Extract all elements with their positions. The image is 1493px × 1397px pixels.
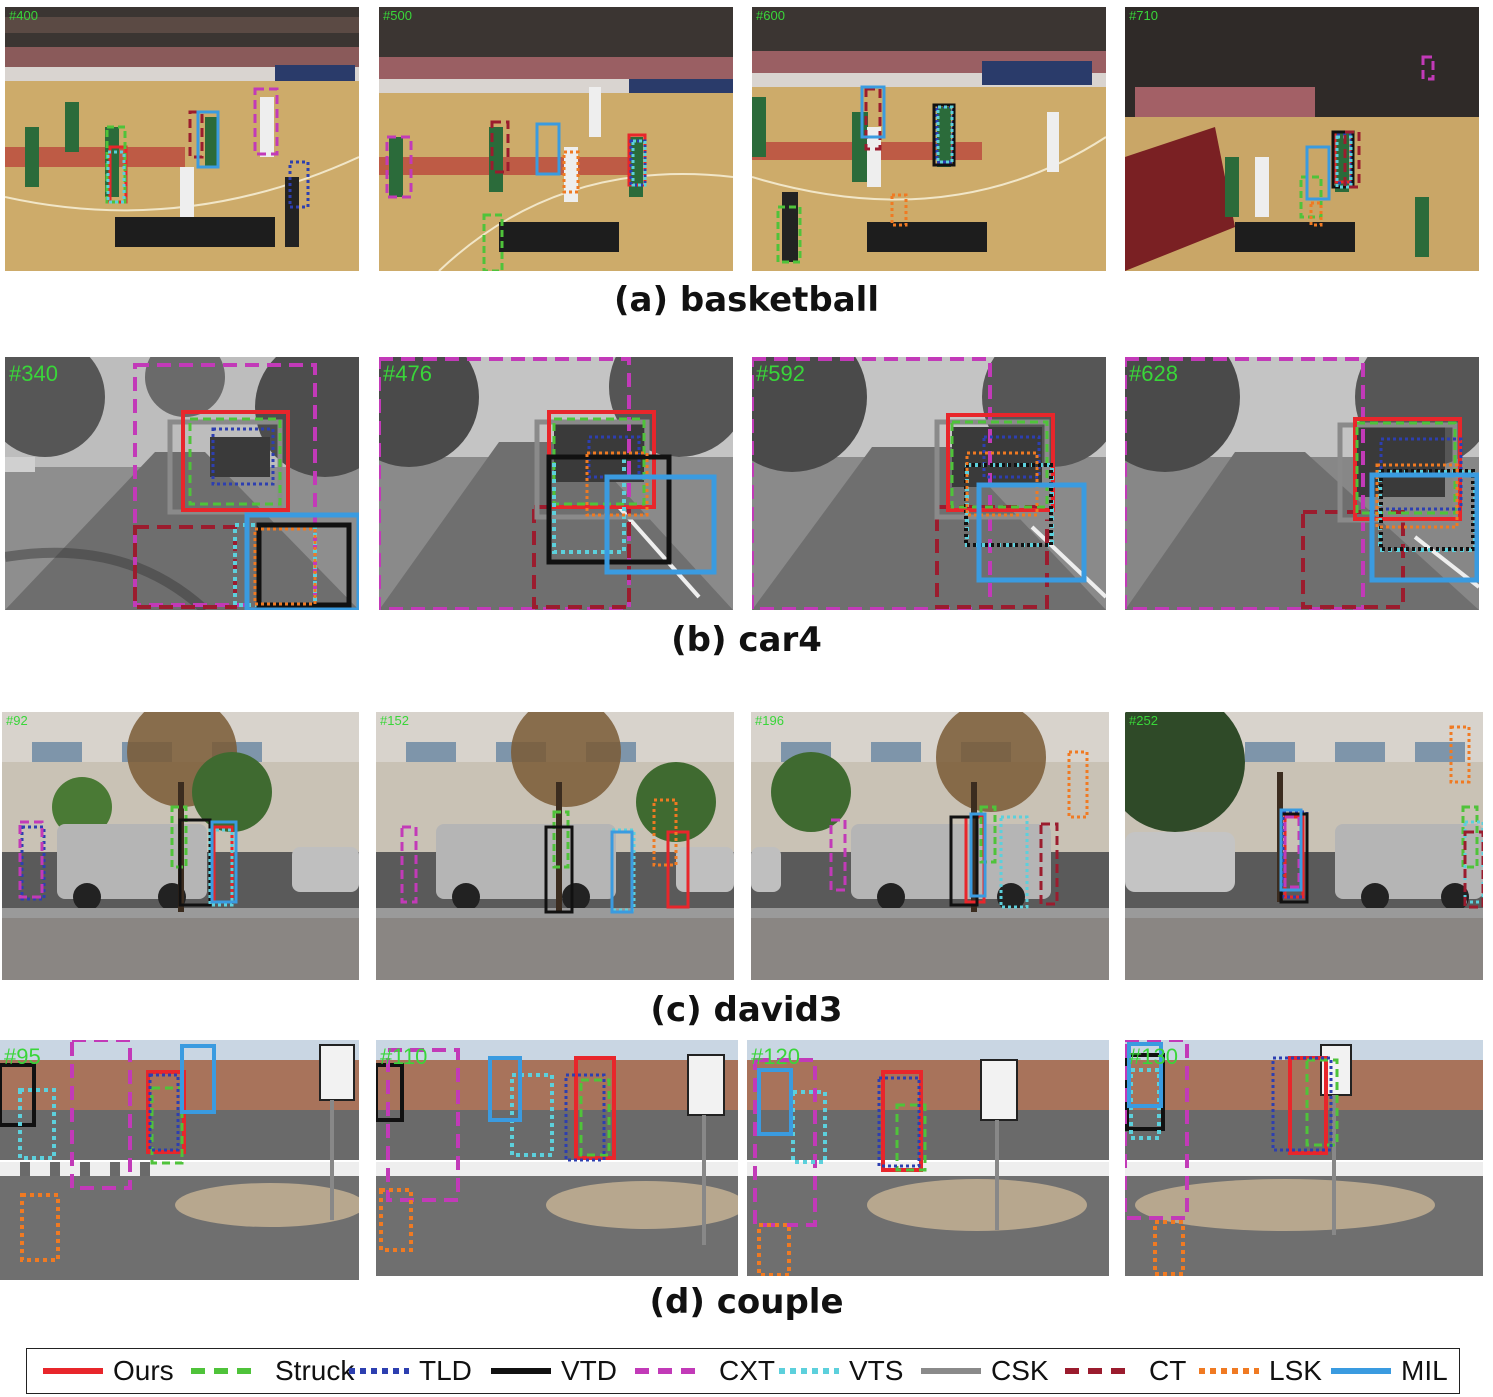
frame-couple-130: #130 — [1125, 1040, 1483, 1276]
frame-number: #92 — [6, 713, 28, 728]
tracker-boxes — [1125, 357, 1479, 610]
frame-david3-252: #252 — [1125, 712, 1483, 980]
legend-swatch — [191, 1368, 251, 1374]
tracker-boxes — [829, 750, 1089, 909]
legend-label: Ours — [113, 1355, 174, 1386]
tracker-boxes — [1125, 1040, 1339, 1276]
legend-entry-ct: CT — [1063, 1349, 1186, 1393]
tracker-boxes — [105, 87, 310, 209]
legend-label: MIL — [1401, 1355, 1448, 1386]
tracker-boxes — [1279, 725, 1483, 909]
frame-number: #592 — [756, 361, 805, 386]
legend-entry-csk: CSK — [919, 1349, 1049, 1393]
road-scene — [1125, 357, 1479, 610]
legend-entry-lsk: LSK — [1197, 1349, 1322, 1393]
caption-car4: (b) car4 — [671, 620, 822, 660]
legend-swatch — [1331, 1368, 1391, 1374]
frame-couple-120: #120 — [747, 1040, 1109, 1276]
road-scene — [379, 357, 733, 610]
legend-swatch — [349, 1368, 409, 1374]
tracker-boxes — [379, 357, 717, 610]
tracker-boxes — [1299, 55, 1435, 227]
frame-number: #120 — [751, 1044, 800, 1069]
frame-number: #400 — [9, 8, 38, 23]
legend-swatch — [43, 1368, 103, 1374]
street-scene — [1125, 712, 1483, 980]
tracker-boxes — [753, 1058, 927, 1276]
frame-david3-196: #196 — [751, 712, 1109, 980]
caption-basketball: (a) basketball — [614, 280, 879, 320]
legend-label: CSK — [991, 1355, 1049, 1386]
frame-david3-92: #92 — [2, 712, 359, 980]
frame-number: #196 — [755, 713, 784, 728]
frame-number: #476 — [383, 361, 432, 386]
frame-number: #710 — [1129, 8, 1158, 23]
street-scene — [2, 712, 359, 980]
legend-label: CT — [1149, 1355, 1187, 1386]
frame-basketball-400: #400 — [5, 7, 359, 271]
frame-couple-95: #95 — [0, 1040, 359, 1280]
frame-basketball-500: #500 — [379, 7, 733, 271]
legend-entry-mil: MIL — [1329, 1349, 1448, 1393]
frame-number: #500 — [383, 8, 412, 23]
tracker-boxes — [133, 363, 359, 610]
tracker-boxes — [752, 357, 1087, 610]
frame-car4-340: #340 — [5, 357, 359, 610]
tracker-boxes — [776, 85, 956, 264]
legend-swatch — [921, 1368, 981, 1374]
tracker-boxes — [385, 120, 647, 271]
frame-number: #95 — [4, 1044, 41, 1069]
frame-car4-628: #628 — [1125, 357, 1479, 610]
crosswalk-scene — [376, 1040, 738, 1276]
tracker-boxes — [400, 798, 690, 914]
legend-swatch — [1199, 1368, 1259, 1374]
legend-entry-vts: VTS — [777, 1349, 903, 1393]
basketball-scene — [752, 7, 1106, 271]
street-scene — [376, 712, 734, 980]
legend-swatch — [635, 1368, 695, 1374]
frame-number: #130 — [1129, 1044, 1178, 1069]
crosswalk-scene — [0, 1040, 359, 1280]
legend-label: LSK — [1269, 1355, 1322, 1386]
caption-david3: (c) david3 — [650, 990, 843, 1030]
tracker-legend: Ours Struck TLD VTD CXT VTS CSK CT LSK M… — [26, 1348, 1460, 1394]
basketball-scene — [5, 7, 359, 271]
frame-number: #252 — [1129, 713, 1158, 728]
legend-label: CXT — [719, 1355, 775, 1386]
frame-number: #340 — [9, 361, 58, 386]
legend-label: TLD — [419, 1355, 472, 1386]
tracker-boxes — [376, 1048, 616, 1252]
frame-couple-110: #110 — [376, 1040, 738, 1276]
legend-swatch — [1065, 1368, 1125, 1374]
frame-basketball-710: #710 — [1125, 7, 1479, 271]
frame-number: #152 — [380, 713, 409, 728]
frame-basketball-600: #600 — [752, 7, 1106, 271]
legend-swatch — [779, 1368, 839, 1374]
tracker-boxes — [18, 805, 238, 907]
legend-label: VTD — [561, 1355, 617, 1386]
legend-label: Struck — [275, 1355, 355, 1386]
legend-label: VTS — [849, 1355, 904, 1386]
frame-number: #110 — [380, 1044, 428, 1069]
frame-david3-152: #152 — [376, 712, 734, 980]
legend-entry-tld: TLD — [347, 1349, 472, 1393]
frame-number: #628 — [1129, 361, 1178, 386]
frame-car4-592: #592 — [752, 357, 1106, 610]
legend-swatch — [491, 1368, 551, 1374]
legend-entry-struck: Struck — [189, 1349, 354, 1393]
caption-couple: (d) couple — [649, 1282, 844, 1322]
street-scene — [751, 712, 1109, 980]
legend-entry-cxt: CXT — [633, 1349, 775, 1393]
frame-car4-476: #476 — [379, 357, 733, 610]
tracker-boxes — [0, 1040, 216, 1262]
legend-entry-vtd: VTD — [489, 1349, 617, 1393]
legend-entry-ours: Ours — [41, 1349, 174, 1393]
crosswalk-scene — [747, 1040, 1109, 1276]
frame-number: #600 — [756, 8, 785, 23]
